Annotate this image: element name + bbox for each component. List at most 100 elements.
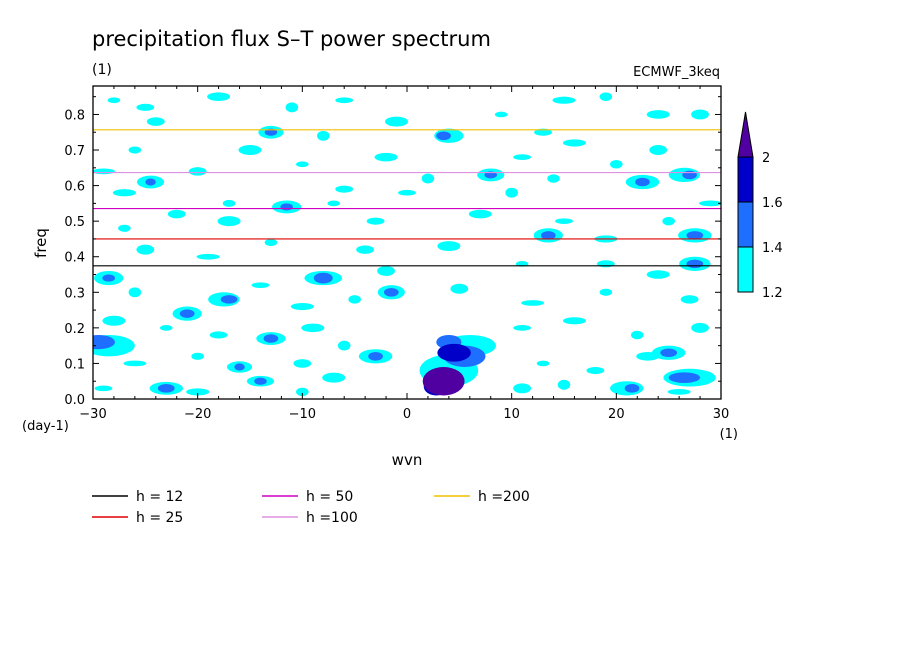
contour-blob <box>682 170 697 180</box>
contour-blob <box>437 241 461 252</box>
contour-blob <box>118 224 131 232</box>
contour-blob <box>562 139 586 147</box>
contour-blob <box>348 295 361 304</box>
x-tick-label: 10 <box>503 407 520 422</box>
contour-blob <box>668 372 701 383</box>
contour-blob <box>505 187 518 198</box>
legend-label: h = 12 <box>136 489 183 505</box>
contour-blob <box>254 377 267 385</box>
contour-blob <box>209 331 228 339</box>
contour-blob <box>385 116 409 127</box>
contour-blob <box>296 387 309 397</box>
x-tick-label: −30 <box>79 407 106 422</box>
contour-blob <box>159 325 173 331</box>
contour-blob <box>327 200 341 207</box>
x-tick-label: −20 <box>184 407 211 422</box>
contour-blob <box>186 388 210 396</box>
contour-blob <box>107 97 121 104</box>
contour-blob <box>167 209 186 219</box>
contour-blob <box>179 309 195 318</box>
contour-blob <box>436 131 451 141</box>
contour-blob <box>128 287 142 298</box>
contour-blob <box>536 360 550 367</box>
y-tick-label: 0.6 <box>64 180 85 195</box>
contour-blob <box>557 379 571 390</box>
contour-blob <box>422 366 465 396</box>
colorbar-segment <box>737 156 754 203</box>
contour-blob <box>293 359 312 368</box>
contour-blob <box>222 199 236 207</box>
contour-blob <box>521 300 545 306</box>
contour-blob <box>316 130 330 141</box>
chart-subtitle-left: (1) <box>92 62 112 78</box>
contour-blob <box>128 146 142 154</box>
contour-blob <box>680 295 699 304</box>
contour-blob <box>646 270 670 279</box>
colorbar-extension <box>737 111 754 158</box>
x-unit-label: (1) <box>720 427 738 442</box>
contour-blob <box>374 152 398 162</box>
contour-blob <box>383 288 399 297</box>
contour-blob <box>366 217 385 225</box>
contour-blob <box>468 209 492 219</box>
contour-blob <box>285 102 299 113</box>
contour-blob <box>630 330 644 340</box>
contour-blob <box>691 322 709 333</box>
colorbar-segment <box>737 201 754 248</box>
contour-blob <box>599 92 613 101</box>
contour-blob <box>646 110 670 119</box>
contour-blob <box>191 352 204 360</box>
contour-blob <box>102 315 126 326</box>
y-tick-label: 0.8 <box>64 108 85 123</box>
contour-blob <box>217 216 241 227</box>
contour-blob <box>513 383 532 394</box>
contour-blob <box>610 159 623 169</box>
x-axis-label: wvn <box>392 451 423 469</box>
colorbar-label: 1.2 <box>762 286 783 301</box>
contour-blob <box>123 360 147 367</box>
contour-blob <box>686 259 704 269</box>
contour-blob <box>188 167 207 176</box>
y-tick-label: 0.0 <box>64 393 85 408</box>
contour-blob <box>136 244 155 255</box>
plot-frame <box>92 85 722 400</box>
contour-blob <box>421 173 435 184</box>
contour-blob <box>662 216 675 226</box>
chart-subtitle-right: ECMWF_3keq <box>633 65 720 80</box>
y-tick-label: 0.4 <box>64 251 85 266</box>
contour-blob <box>624 384 640 393</box>
contour-blob <box>450 283 469 294</box>
contour-blob <box>337 340 351 351</box>
contour-blob <box>234 363 245 371</box>
contour-blob <box>635 177 650 187</box>
colorbar-label: 2 <box>762 151 770 166</box>
contour-blob <box>93 334 115 350</box>
contour-blob <box>157 384 175 393</box>
legend-label: h =200 <box>478 489 530 505</box>
y-tick-label: 0.3 <box>64 286 85 301</box>
contour-blob <box>313 272 333 284</box>
contour-blob <box>280 203 293 211</box>
contour-blob <box>555 218 573 225</box>
contour-blob <box>599 288 613 296</box>
contour-blob <box>264 128 278 136</box>
contour-blob <box>146 117 165 126</box>
contour-blob <box>540 231 556 240</box>
y-tick-label: 0.7 <box>64 144 85 159</box>
contour-blob <box>513 325 532 331</box>
contour-blob <box>220 295 238 304</box>
contour-blob <box>562 317 586 325</box>
contour-blob <box>296 161 309 168</box>
y-tick-label: 0.5 <box>64 215 85 230</box>
x-tick-label: 30 <box>713 407 730 422</box>
chart-title: precipitation flux S–T power spectrum <box>92 27 491 51</box>
y-tick-label: 0.1 <box>64 357 85 372</box>
contour-blob <box>547 174 560 183</box>
contour-blob <box>513 154 532 160</box>
contour-blob <box>263 334 279 343</box>
contour-blob <box>112 189 136 197</box>
x-tick-label: −10 <box>289 407 316 422</box>
x-tick-label: 0 <box>403 407 411 422</box>
